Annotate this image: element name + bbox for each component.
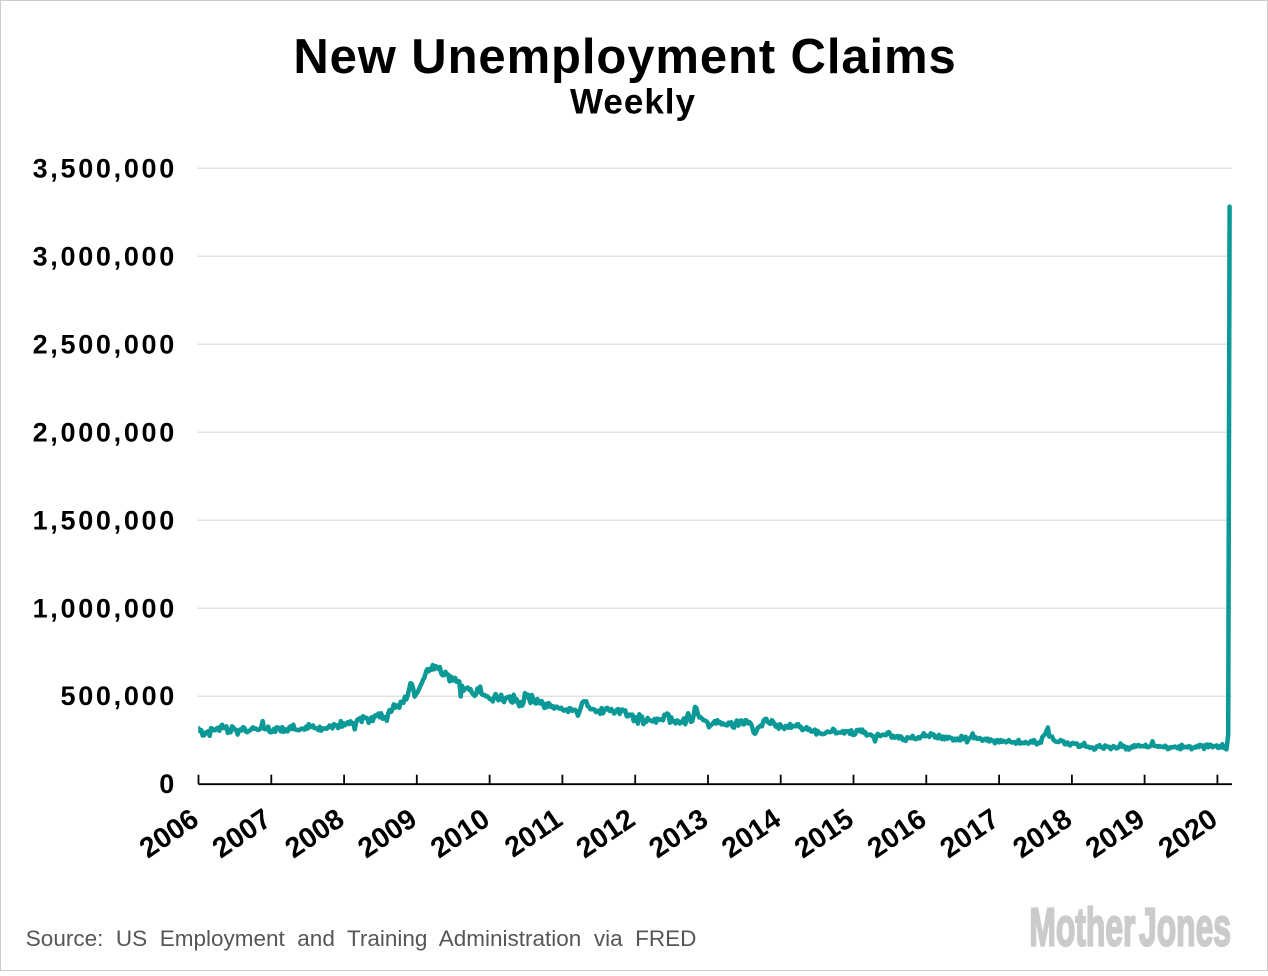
svg-text:Weekly: Weekly: [570, 83, 696, 122]
svg-text:Source: US Employment and Trai: Source: US Employment and Training Admin…: [26, 926, 697, 951]
svg-text:500,000: 500,000: [61, 681, 178, 711]
svg-text:3,000,000: 3,000,000: [33, 241, 177, 271]
svg-text:1,000,000: 1,000,000: [33, 593, 177, 623]
svg-text:2,000,000: 2,000,000: [33, 417, 177, 447]
svg-text:MotherJones: MotherJones: [1029, 898, 1231, 958]
svg-text:2,500,000: 2,500,000: [33, 329, 177, 359]
svg-text:1,500,000: 1,500,000: [33, 505, 177, 535]
svg-text:0: 0: [159, 769, 177, 799]
svg-text:3,500,000: 3,500,000: [33, 153, 177, 183]
svg-text:New Unemployment Claims: New Unemployment Claims: [293, 30, 956, 84]
